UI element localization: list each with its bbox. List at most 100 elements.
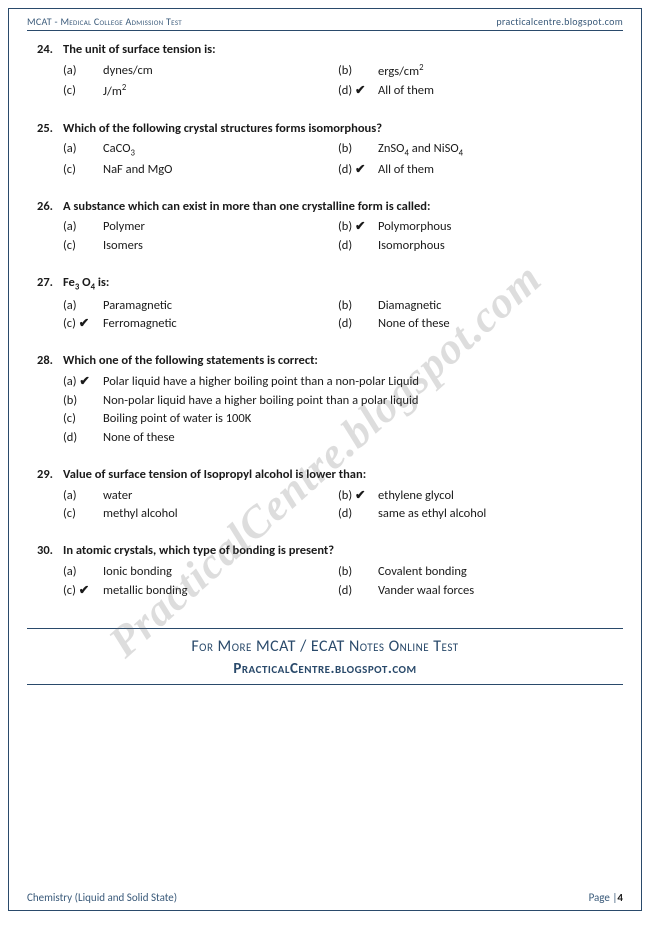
option: (c)NaF and MgO [63,161,338,180]
option-text: water [103,487,132,506]
option-label: (c) [63,410,103,429]
option-label: (a) [63,62,103,81]
option-row: (c)Boiling point of water is 100K [63,410,613,429]
option: (d)same as ethyl alcohol [338,505,613,524]
option-label: (a) [63,218,103,237]
question-header: 24.The unit of surface tension is: [37,41,613,60]
option-row: (a)Paramagnetic(b)Diamagnetic [63,297,613,316]
option-text: Covalent bonding [378,563,467,582]
footer-notes-line2: PracticalCentre.blogspot.com [9,660,641,678]
check-icon: ✔ [79,373,89,392]
option: (b)Diamagnetic [338,297,613,316]
question-header: 30.In atomic crystals, which type of bon… [37,542,613,561]
option-text: None of these [103,429,175,448]
question-header: 26.A substance which can exist in more t… [37,198,613,217]
question-number: 29. [37,466,63,485]
option: (b)ZnSO4 and NiSO4 [338,140,613,161]
option-label: (d) [63,429,103,448]
footer-subject: Chemistry (Liquid and Solid State) [27,891,177,904]
option-text: methyl alcohol [103,505,178,524]
question-number: 26. [37,198,63,217]
option: (a)Polymer [63,218,338,237]
option: (d)Isomorphous [338,237,613,256]
check-icon: ✔ [355,218,365,237]
question-text: Which of the following crystal structure… [63,120,382,139]
option-row: (b)Non-polar liquid have a higher boilin… [63,392,613,411]
option: (b) ✔Polymorphous [338,218,613,237]
check-icon: ✔ [79,582,89,601]
check-icon: ✔ [355,487,365,506]
option-row: (c) ✔Ferromagnetic(d)None of these [63,315,613,334]
options-container: (a)Polymer(b) ✔Polymorphous(c)Isomers(d)… [63,218,613,256]
page-footer: Chemistry (Liquid and Solid State) Page … [9,887,641,910]
option: (a)Ionic bonding [63,563,338,582]
option: (d)Vander waal forces [338,582,613,601]
option-text: Isomers [103,237,143,256]
option: (b)Covalent bonding [338,563,613,582]
option-text: ergs/cm2 [378,62,424,82]
option-row: (a)Ionic bonding(b)Covalent bonding [63,563,613,582]
option: (b)Non-polar liquid have a higher boilin… [63,392,613,411]
option-text: NaF and MgO [103,161,172,180]
option-text: Ionic bonding [103,563,172,582]
option-text: Isomorphous [378,237,445,256]
check-icon: ✔ [355,161,365,180]
option: (d)None of these [338,315,613,334]
option-label: (c) [63,505,103,524]
option: (d) ✔All of them [338,161,613,180]
question-header: 29.Value of surface tension of Isopropyl… [37,466,613,485]
option-label: (b) [338,62,378,81]
question-text: In atomic crystals, which type of bondin… [63,542,334,561]
option-label: (c) [63,161,103,180]
option-text: Ferromagnetic [103,315,177,334]
question-number: 25. [37,120,63,139]
option: (c) ✔metallic bonding [63,582,338,601]
option-row: (a) ✔Polar liquid have a higher boiling … [63,373,613,392]
option-label: (b) [338,297,378,316]
question-number: 30. [37,542,63,561]
option: (c)Isomers [63,237,338,256]
option-label: (a) [63,563,103,582]
option-label: (d) [338,237,378,256]
question-text: The unit of surface tension is: [63,41,216,60]
option: (c)J/m2 [63,82,338,102]
option-label: (a) [63,297,103,316]
option: (c)Boiling point of water is 100K [63,410,613,429]
option-label: (b) ✔ [338,487,378,506]
option-text: dynes/cm [103,62,153,81]
option: (d)None of these [63,429,613,448]
footer-notes-line1: For More MCAT / ECAT Notes Online Test [9,637,641,656]
question-header: 25.Which of the following crystal struct… [37,120,613,139]
question-block: 25.Which of the following crystal struct… [37,120,613,180]
option-row: (a)CaCO3(b)ZnSO4 and NiSO4 [63,140,613,161]
header-divider [27,30,623,31]
page-header: MCAT - Medical College Admission Test pr… [9,9,641,30]
option-text: same as ethyl alcohol [378,505,486,524]
option-row: (c)methyl alcohol(d)same as ethyl alcoho… [63,505,613,524]
question-block: 30.In atomic crystals, which type of bon… [37,542,613,600]
question-block: 27.Fe3 O4 is:(a)Paramagnetic(b)Diamagnet… [37,274,613,334]
question-header: 28.Which one of the following statements… [37,352,613,371]
option-label: (c) ✔ [63,582,103,601]
option-label: (c) [63,237,103,256]
question-number: 24. [37,41,63,60]
footer-bottom-divider [27,684,623,685]
option: (a)dynes/cm [63,62,338,82]
option: (c)methyl alcohol [63,505,338,524]
option-row: (a)dynes/cm(b)ergs/cm2 [63,62,613,82]
options-container: (a)water(b) ✔ethylene glycol(c)methyl al… [63,487,613,525]
question-block: 24.The unit of surface tension is: (a)dyn… [37,41,613,102]
question-number: 28. [37,352,63,371]
option-label: (d) ✔ [338,82,378,101]
option: (a)CaCO3 [63,140,338,161]
option-label: (b) [63,392,103,411]
option-label: (b) [338,563,378,582]
option: (b) ✔ethylene glycol [338,487,613,506]
option-text: All of them [378,82,434,101]
option: (b)ergs/cm2 [338,62,613,82]
option-label: (d) [338,505,378,524]
page-number: Page |4 [589,891,623,904]
options-container: (a)CaCO3(b)ZnSO4 and NiSO4(c)NaF and MgO… [63,140,613,179]
options-container: (a)Paramagnetic(b)Diamagnetic(c) ✔Ferrom… [63,297,613,335]
question-number: 27. [37,274,63,295]
